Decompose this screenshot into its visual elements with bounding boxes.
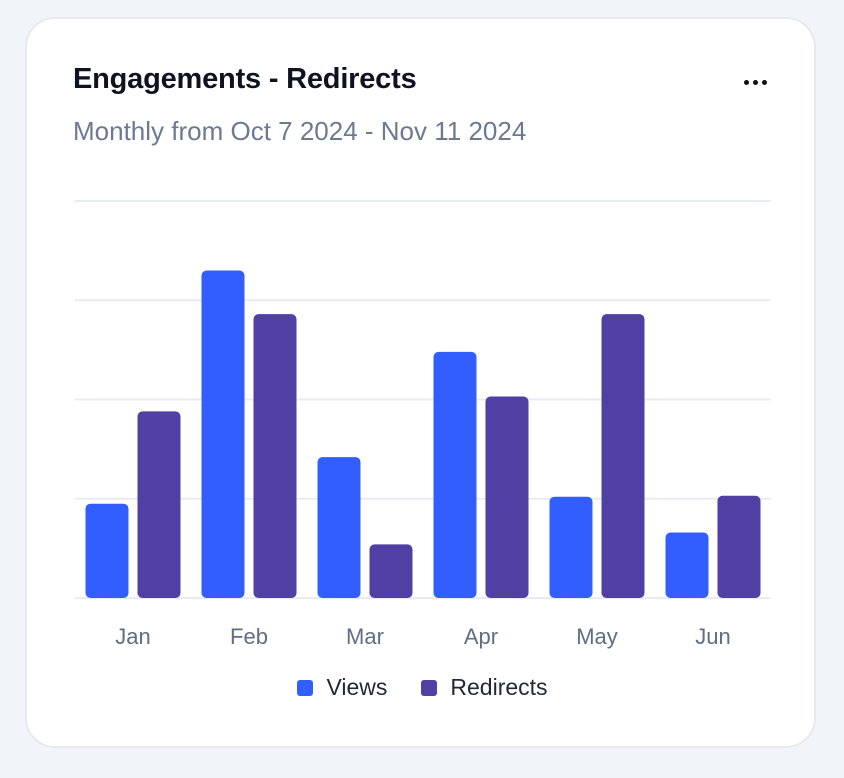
chart-grid (75, 200, 771, 599)
chart-subtitle: Monthly from Oct 7 2024 - Nov 11 2024 (73, 116, 527, 146)
bar-redirects-apr[interactable] (485, 396, 529, 598)
x-tick-label: Apr (464, 624, 498, 649)
x-tick-label: Feb (230, 624, 268, 649)
x-tick-label: Jan (115, 624, 150, 649)
bar-views-apr[interactable] (433, 351, 477, 598)
legend-item-views[interactable]: Views (297, 674, 387, 701)
bar-views-jan[interactable] (85, 503, 129, 598)
more-options-icon[interactable] (735, 69, 775, 95)
bar-redirects-jun[interactable] (717, 495, 761, 598)
x-axis-ticks: Jan Feb Mar Apr May Jun (115, 624, 730, 649)
legend-item-redirects[interactable]: Redirects (421, 674, 548, 701)
chart-title: Engagements - Redirects (73, 63, 417, 95)
legend-label-views: Views (326, 674, 388, 700)
dot (743, 79, 749, 85)
chart-bars (85, 270, 761, 598)
bar-chart: Jan Feb Mar Apr May Jun (75, 200, 771, 649)
legend-swatch-views (297, 679, 314, 696)
chart-legend: Views Redirects (27, 674, 818, 701)
x-tick-label: Jun (695, 624, 730, 649)
legend-swatch-redirects (421, 679, 438, 696)
bar-views-feb[interactable] (201, 270, 245, 598)
bar-views-jun[interactable] (665, 532, 709, 598)
bar-views-mar[interactable] (317, 457, 361, 598)
bar-redirects-may[interactable] (601, 314, 645, 598)
bar-redirects-mar[interactable] (369, 544, 413, 598)
legend-label-redirects: Redirects (450, 674, 548, 700)
bar-views-may[interactable] (549, 496, 593, 598)
dot (761, 79, 767, 85)
chart-card: Engagements - Redirects Monthly from Oct… (25, 17, 816, 748)
x-tick-label: May (576, 624, 618, 649)
bar-redirects-jan[interactable] (137, 411, 181, 598)
x-tick-label: Mar (346, 624, 384, 649)
dot (752, 79, 758, 85)
bar-redirects-feb[interactable] (253, 314, 297, 598)
